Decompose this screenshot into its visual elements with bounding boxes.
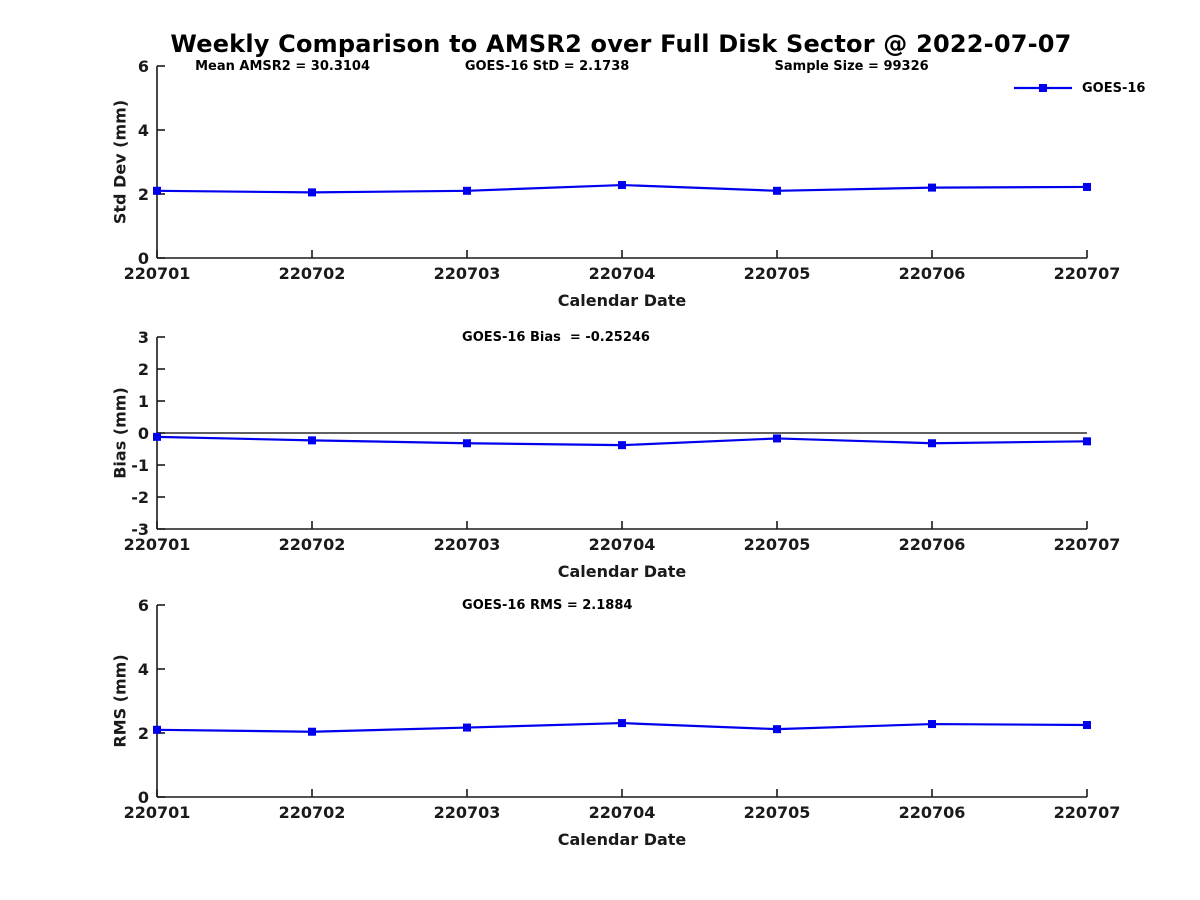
x-axis-title: Calendar Date <box>557 291 687 310</box>
plot-svg-bias <box>153 336 1091 530</box>
annotation-text: Sample Size = 99326 <box>774 59 929 74</box>
legend-label: GOES-16 <box>1082 80 1146 96</box>
x-tick-label: 220701 <box>123 803 191 822</box>
y-tick-label: 6 <box>137 56 149 76</box>
x-tick-label: 220701 <box>123 264 191 283</box>
data-point-marker <box>618 441 626 450</box>
x-tick-label: 220706 <box>898 803 966 822</box>
y-tick-label: 1 <box>137 391 149 411</box>
data-point-marker <box>618 181 626 190</box>
plot-svg-rms <box>153 604 1091 798</box>
annotation-text: GOES-16 RMS = 2.1884 <box>462 598 633 613</box>
x-tick-label: 220701 <box>123 535 191 554</box>
data-point-marker <box>153 432 161 441</box>
y-tick-label: 4 <box>137 659 149 679</box>
y-tick-label: 0 <box>137 423 149 443</box>
y-tick-label: -3 <box>131 519 149 539</box>
data-point-marker <box>928 183 936 192</box>
y-tick-label: 2 <box>137 184 149 204</box>
data-point-marker <box>153 725 161 734</box>
x-axis-title: Calendar Date <box>557 562 687 581</box>
data-point-marker <box>308 727 316 736</box>
x-tick-label: 220705 <box>743 264 811 283</box>
y-tick-label: -1 <box>131 455 149 475</box>
x-tick-label: 220705 <box>743 535 811 554</box>
data-point-marker <box>928 439 936 448</box>
annotation-text: GOES-16 Bias = -0.25246 <box>462 330 650 345</box>
data-point-marker <box>308 188 316 197</box>
figure-title: Weekly Comparison to AMSR2 over Full Dis… <box>170 30 1072 58</box>
data-point-marker <box>463 186 471 195</box>
data-point-marker <box>1083 437 1091 446</box>
data-point-marker <box>773 186 781 195</box>
x-tick-label: 220703 <box>433 535 501 554</box>
data-point-marker <box>1083 721 1091 729</box>
x-tick-label: 220706 <box>898 264 966 283</box>
x-tick-label: 220702 <box>278 264 346 283</box>
x-tick-label: 220707 <box>1053 535 1121 554</box>
y-axis-title: Bias (mm) <box>110 387 130 479</box>
x-tick-label: 220703 <box>433 264 501 283</box>
legend-line-sample <box>1014 84 1072 92</box>
y-tick-label: -2 <box>131 487 149 507</box>
y-tick-label: 3 <box>137 327 149 347</box>
x-tick-label: 220707 <box>1053 803 1121 822</box>
data-point-marker <box>153 186 161 195</box>
data-point-marker <box>618 719 626 728</box>
y-tick-label: 2 <box>137 723 149 743</box>
data-point-marker <box>463 439 471 448</box>
legend: GOES-16 <box>1014 80 1145 96</box>
data-point-marker <box>1083 182 1091 191</box>
x-tick-label: 220705 <box>743 803 811 822</box>
x-tick-label: 220704 <box>588 264 656 283</box>
y-tick-label: 4 <box>137 120 149 140</box>
data-point-marker <box>773 434 781 443</box>
x-tick-label: 220704 <box>588 803 656 822</box>
x-tick-label: 220703 <box>433 803 501 822</box>
annotation-text: GOES-16 StD = 2.1738 <box>464 59 630 74</box>
x-tick-label: 220704 <box>588 535 656 554</box>
x-tick-label: 220702 <box>278 535 346 554</box>
data-point-marker <box>463 723 471 732</box>
y-tick-label: 0 <box>137 248 149 268</box>
y-tick-label: 6 <box>137 595 149 615</box>
plot-svg-std-dev <box>153 65 1091 259</box>
x-tick-label: 220706 <box>898 535 966 554</box>
y-tick-label: 2 <box>137 359 149 379</box>
y-axis-title: RMS (mm) <box>110 654 130 748</box>
y-axis-title: Std Dev (mm) <box>110 99 130 225</box>
x-tick-label: 220707 <box>1053 264 1121 283</box>
x-axis-title: Calendar Date <box>557 830 687 849</box>
data-point-marker <box>773 725 781 734</box>
y-tick-label: 0 <box>137 787 149 807</box>
data-point-marker <box>308 436 316 445</box>
x-tick-label: 220702 <box>278 803 346 822</box>
annotation-text: Mean AMSR2 = 30.3104 <box>195 59 371 74</box>
data-point-marker <box>928 720 936 729</box>
